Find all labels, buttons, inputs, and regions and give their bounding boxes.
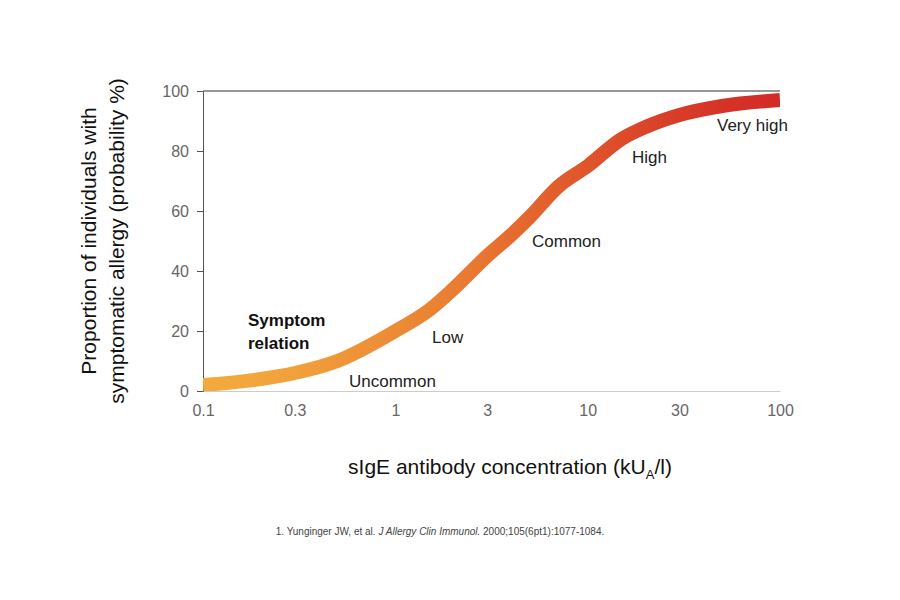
annotation: Common — [532, 232, 601, 251]
x-tick-label: 0.3 — [284, 402, 306, 419]
y-axis: 0 20 40 60 80 100 — [162, 83, 203, 400]
y-axis-line — [197, 92, 204, 392]
x-tick-label: 100 — [767, 402, 794, 419]
y-tick-mark — [197, 331, 203, 332]
y-axis-title-line: Proportion of individuals with — [77, 107, 100, 374]
y-tick-label: 0 — [180, 383, 189, 400]
y-tick: 20 — [171, 323, 203, 340]
annotation: Uncommon — [349, 372, 436, 391]
y-tick: 40 — [171, 263, 203, 280]
frame-top — [203, 91, 780, 92]
chart: 0.1 0.3 1 3 10 30 100 0 20 40 60 80 100 Symptom relati… — [0, 0, 900, 600]
x-axis-title-part: /l) — [654, 455, 672, 478]
y-tick: 0 — [180, 383, 203, 400]
y-tick-label: 20 — [171, 323, 189, 340]
annotation-title: Symptom relation — [248, 311, 325, 353]
source: 1. Yunginger JW, et al. J Allergy Clin I… — [276, 526, 605, 537]
y-tick: 60 — [171, 203, 203, 220]
source-part: 1. Yunginger JW, et al. — [276, 526, 379, 537]
x-tick: 3 — [483, 391, 492, 419]
y-tick-mark — [197, 211, 203, 212]
annotation-title-line: Symptom — [248, 311, 325, 330]
x-axis-title: sIgE antibody concentration (kUA/l) — [348, 455, 672, 482]
y-tick-label: 100 — [162, 83, 189, 100]
x-tick: 30 — [671, 391, 689, 419]
x-tick: 1 — [391, 391, 400, 419]
curve — [203, 100, 780, 385]
x-axis: 0.1 0.3 1 3 10 30 100 — [192, 391, 794, 419]
y-axis-title: Proportion of individuals withsymptomati… — [77, 78, 128, 404]
x-tick: 0.1 — [192, 391, 214, 419]
x-tick: 10 — [579, 391, 597, 419]
x-tick-label: 1 — [391, 402, 400, 419]
annotation-title-line: relation — [248, 334, 309, 353]
x-axis-title-part: A — [646, 467, 655, 482]
x-tick: 0.3 — [284, 391, 306, 419]
y-tick-label: 60 — [171, 203, 189, 220]
annotation: Low — [432, 328, 464, 347]
source-part: 2000;105(6pt1):1077-1084. — [480, 526, 604, 537]
x-tick: 100 — [767, 391, 794, 419]
x-tick-label: 10 — [579, 402, 597, 419]
source-part: J Allergy Clin Immunol. — [377, 526, 480, 537]
y-tick-label: 40 — [171, 263, 189, 280]
x-tick-label: 30 — [671, 402, 689, 419]
y-tick: 80 — [171, 143, 203, 160]
y-tick-mark — [197, 91, 203, 92]
y-tick-label: 80 — [171, 143, 189, 160]
y-tick-mark — [197, 151, 203, 152]
annotation: Very high — [717, 116, 788, 135]
y-tick: 100 — [162, 83, 203, 100]
x-tick-label: 0.1 — [192, 402, 214, 419]
x-axis-line — [204, 391, 781, 392]
y-axis-title-line: symptomatic allergy (probability %) — [105, 78, 128, 404]
plot: 0.1 0.3 1 3 10 30 100 0 20 40 60 80 100 — [162, 83, 794, 420]
y-tick-mark — [197, 271, 203, 272]
annotation: High — [632, 148, 667, 167]
x-tick-label: 3 — [483, 402, 492, 419]
x-axis-title-part: sIgE antibody concentration (kU — [348, 455, 646, 478]
y-tick-mark — [197, 391, 203, 392]
marks — [203, 100, 780, 385]
